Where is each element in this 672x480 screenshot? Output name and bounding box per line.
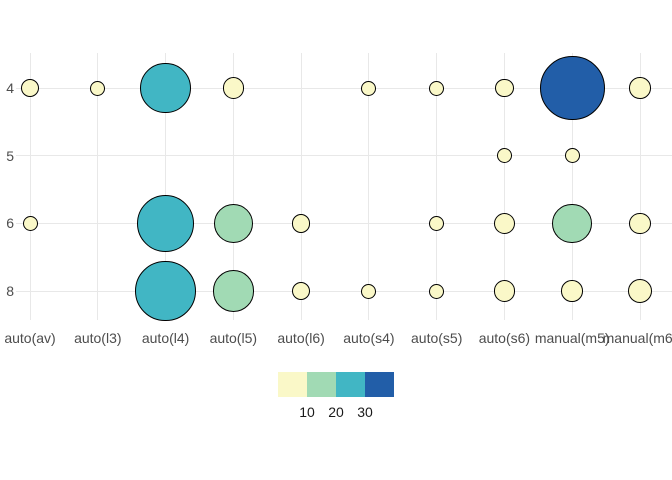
bubble [136,194,195,253]
x-tick-label: auto(l4) [141,330,190,346]
x-tick-label: manual(m5) [534,330,610,346]
bubble [493,280,516,302]
y-tick-label: 8 [6,283,14,299]
gridline-vertical [503,53,505,320]
gridline-vertical [368,53,370,320]
y-tick-label: 4 [6,80,14,96]
bubble [140,62,191,114]
gridline-horizontal [16,290,672,292]
legend-swatch [336,372,365,397]
legend-swatch [365,372,394,397]
bubble [291,281,311,301]
x-tick-label: manual(m6) [602,330,672,346]
x-tick-label: auto(s5) [411,330,463,346]
gridline-horizontal [16,87,672,89]
bubble [361,283,377,299]
bubble [629,77,651,99]
gridline-vertical [97,53,99,320]
gridline-vertical [165,53,167,320]
bubble [90,80,106,96]
bubble [497,148,512,164]
bubble [213,203,254,244]
gridline-vertical [232,53,234,320]
bubble [564,148,580,164]
gridline-horizontal [16,222,672,224]
bubble [552,203,593,244]
x-tick-label: auto(l6) [277,330,325,346]
bubble [22,215,38,231]
legend-swatch [278,372,307,397]
bubble [539,55,605,121]
bubble [429,215,445,231]
gridline-vertical [639,53,641,320]
gridline-vertical [29,53,31,320]
gridline-vertical [571,53,573,320]
x-tick-label: auto(s6) [478,330,531,346]
bubble [629,212,651,235]
bubble [291,214,311,233]
bubble [429,283,445,299]
legend-tick-label: 30 [357,404,373,420]
bubble [222,77,245,99]
y-tick-label: 5 [6,147,14,164]
legend-tick-label: 10 [299,404,315,420]
gridline-vertical [436,53,438,320]
bubble [627,278,653,304]
x-tick-label: auto(l3) [74,330,122,346]
gridline-horizontal [16,155,672,157]
gridline-vertical [300,53,302,320]
legend-swatch [307,372,336,397]
x-tick-label: auto(av) [4,330,56,346]
bubble [495,78,514,98]
bubble [361,80,377,96]
bubble [212,270,254,312]
bubble [429,80,445,96]
bubble [20,78,40,98]
bubble [135,260,196,322]
bubble [493,212,516,235]
legend-tick-label: 20 [328,404,344,420]
x-tick-label: auto(s4) [343,330,395,346]
y-tick-label: 6 [6,215,14,232]
x-tick-label: auto(l5) [209,330,258,346]
bubble [561,280,583,302]
